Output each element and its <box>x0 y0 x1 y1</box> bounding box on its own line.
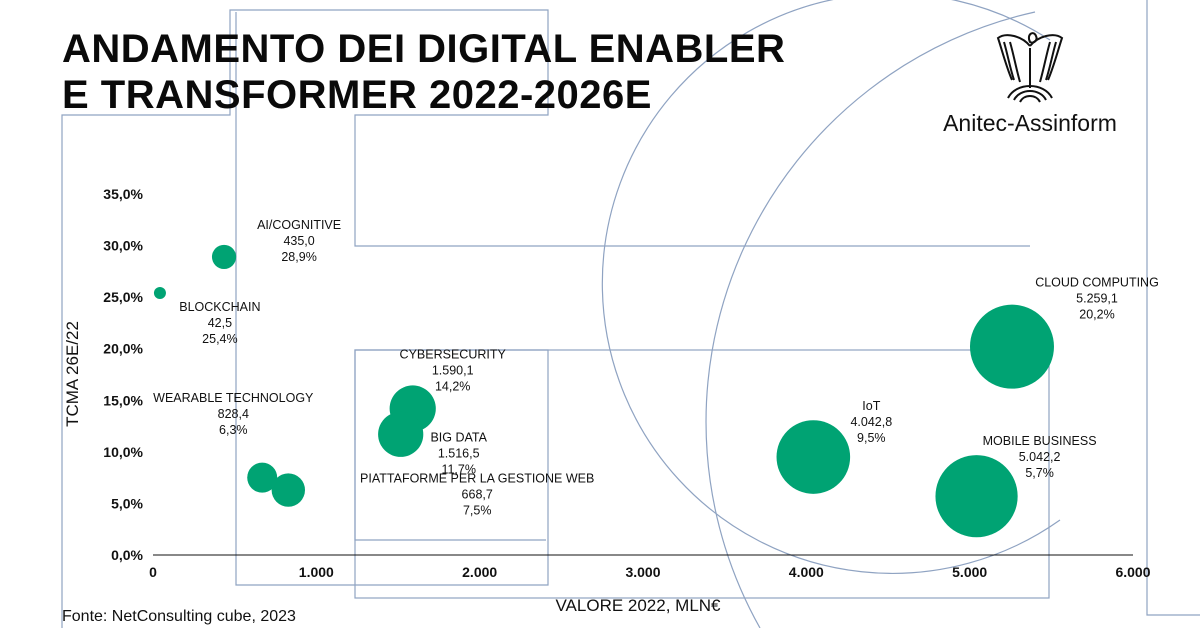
outline-arc-large <box>705 11 1036 628</box>
label-value: 42,5 <box>208 316 232 330</box>
bubble-blockchain <box>153 287 166 300</box>
label-growth: 6,3% <box>219 423 248 437</box>
y-tick-label: 35,0% <box>103 186 143 202</box>
label-growth: 9,5% <box>857 431 886 445</box>
brand-logo: Anitec-Assinform <box>930 28 1130 138</box>
data-label-cloud-computing: CLOUD COMPUTING 5.259,1 20,2% <box>1035 276 1159 322</box>
title-line-1: ANDAMENTO DEI DIGITAL ENABLER <box>62 27 786 71</box>
data-label-piattaforme-per-la-gestione-web: PIATTAFORME PER LA GESTIONE WEB 668,7 7,5% <box>360 472 594 518</box>
label-growth: 25,4% <box>202 332 237 346</box>
bubble-big-data <box>378 411 424 457</box>
label-growth: 7,5% <box>463 504 492 518</box>
outline-frame-right <box>1146 0 1200 616</box>
label-name: CYBERSECURITY <box>400 348 507 362</box>
x-tick-label: 0 <box>149 564 157 580</box>
data-label-mobile-business: MOBILE BUSINESS 5.042,2 5,7% <box>983 434 1097 480</box>
y-tick-label: 5,0% <box>111 495 143 511</box>
chart-title: ANDAMENTO DEI DIGITAL ENABLER E TRANSFOR… <box>62 26 785 118</box>
label-value: 828,4 <box>218 407 249 421</box>
data-label-cybersecurity: CYBERSECURITY 1.590,1 14,2% <box>400 348 507 394</box>
data-label-ai-cognitive: AI/COGNITIVE 435,0 28,9% <box>257 218 341 264</box>
label-name: BLOCKCHAIN <box>179 300 260 314</box>
x-tick-label: 5.000 <box>952 564 987 580</box>
y-tick-label: 15,0% <box>103 392 143 408</box>
label-name: CLOUD COMPUTING <box>1035 276 1159 290</box>
label-growth: 28,9% <box>281 250 316 264</box>
eagle-emblem-icon <box>996 32 1064 103</box>
bubble-cloud-computing <box>969 304 1054 389</box>
label-value: 5.042,2 <box>1019 450 1061 464</box>
y-tick-label: 20,0% <box>103 341 143 357</box>
label-name: WEARABLE TECHNOLOGY <box>153 391 314 405</box>
y-tick-label: 10,0% <box>103 444 143 460</box>
data-label-blockchain: BLOCKCHAIN 42,5 25,4% <box>179 300 260 346</box>
outline-rect <box>354 349 1050 599</box>
x-tick-label: 4.000 <box>789 564 824 580</box>
label-value: 1.516,5 <box>438 446 480 460</box>
label-name: MOBILE BUSINESS <box>983 434 1097 448</box>
label-growth: 14,2% <box>435 380 470 394</box>
x-tick-label: 3.000 <box>625 564 660 580</box>
label-value: 435,0 <box>283 234 314 248</box>
label-value: 4.042,8 <box>850 415 892 429</box>
labels-layer: AI/COGNITIVE 435,0 28,9% BLOCKCHAIN 42,5 25,4… <box>153 218 1159 518</box>
label-growth: 5,7% <box>1025 466 1054 480</box>
x-axis-title: VALORE 2022, MLN€ <box>555 596 721 615</box>
x-tick-label: 1.000 <box>299 564 334 580</box>
label-growth: 20,2% <box>1079 308 1114 322</box>
label-value: 5.259,1 <box>1076 292 1118 306</box>
data-label-wearable-technology: WEARABLE TECHNOLOGY 828,4 6,3% <box>153 391 314 437</box>
data-label-iot: IoT 4.042,8 9,5% <box>850 399 892 445</box>
source-note: Fonte: NetConsulting cube, 2023 <box>62 608 296 625</box>
bubble-iot <box>776 420 851 494</box>
x-tick-label: 2.000 <box>462 564 497 580</box>
label-name: IoT <box>862 399 880 413</box>
y-tick-label: 25,0% <box>103 289 143 305</box>
label-growth: 11,7% <box>441 462 476 476</box>
label-value: 1.590,1 <box>432 364 474 378</box>
bubble-ai-cognitive <box>211 244 237 270</box>
y-axis-title: TCMA 26E/22 <box>63 321 82 427</box>
label-value: 668,7 <box>462 488 493 502</box>
axes-layer: 0,0% 5,0% 10,0% 15,0% 20,0% 25,0% 30,0% 35,0% 0 1… <box>63 186 1151 615</box>
x-tick-label: 6.000 <box>1115 564 1150 580</box>
bubble-wearable-technology <box>271 473 306 507</box>
bubble-mobile-business <box>935 455 1018 538</box>
y-tick-label: 0,0% <box>111 547 143 563</box>
title-line-2: E TRANSFORMER 2022-2026E <box>62 73 652 117</box>
label-name: PIATTAFORME PER LA GESTIONE WEB <box>360 472 594 486</box>
outline-arc-inner <box>601 0 1061 574</box>
y-tick-label: 30,0% <box>103 238 143 254</box>
bubbles-layer <box>153 244 1054 538</box>
brand-name: Anitec-Assinform <box>943 110 1117 136</box>
label-name: AI/COGNITIVE <box>257 218 341 232</box>
outline-shape-top <box>61 9 1030 628</box>
data-label-big-data: BIG DATA 1.516,5 11,7% <box>430 430 487 476</box>
bubble-piattaforme-per-la-gestione-web <box>247 462 278 493</box>
label-name: BIG DATA <box>430 430 487 444</box>
